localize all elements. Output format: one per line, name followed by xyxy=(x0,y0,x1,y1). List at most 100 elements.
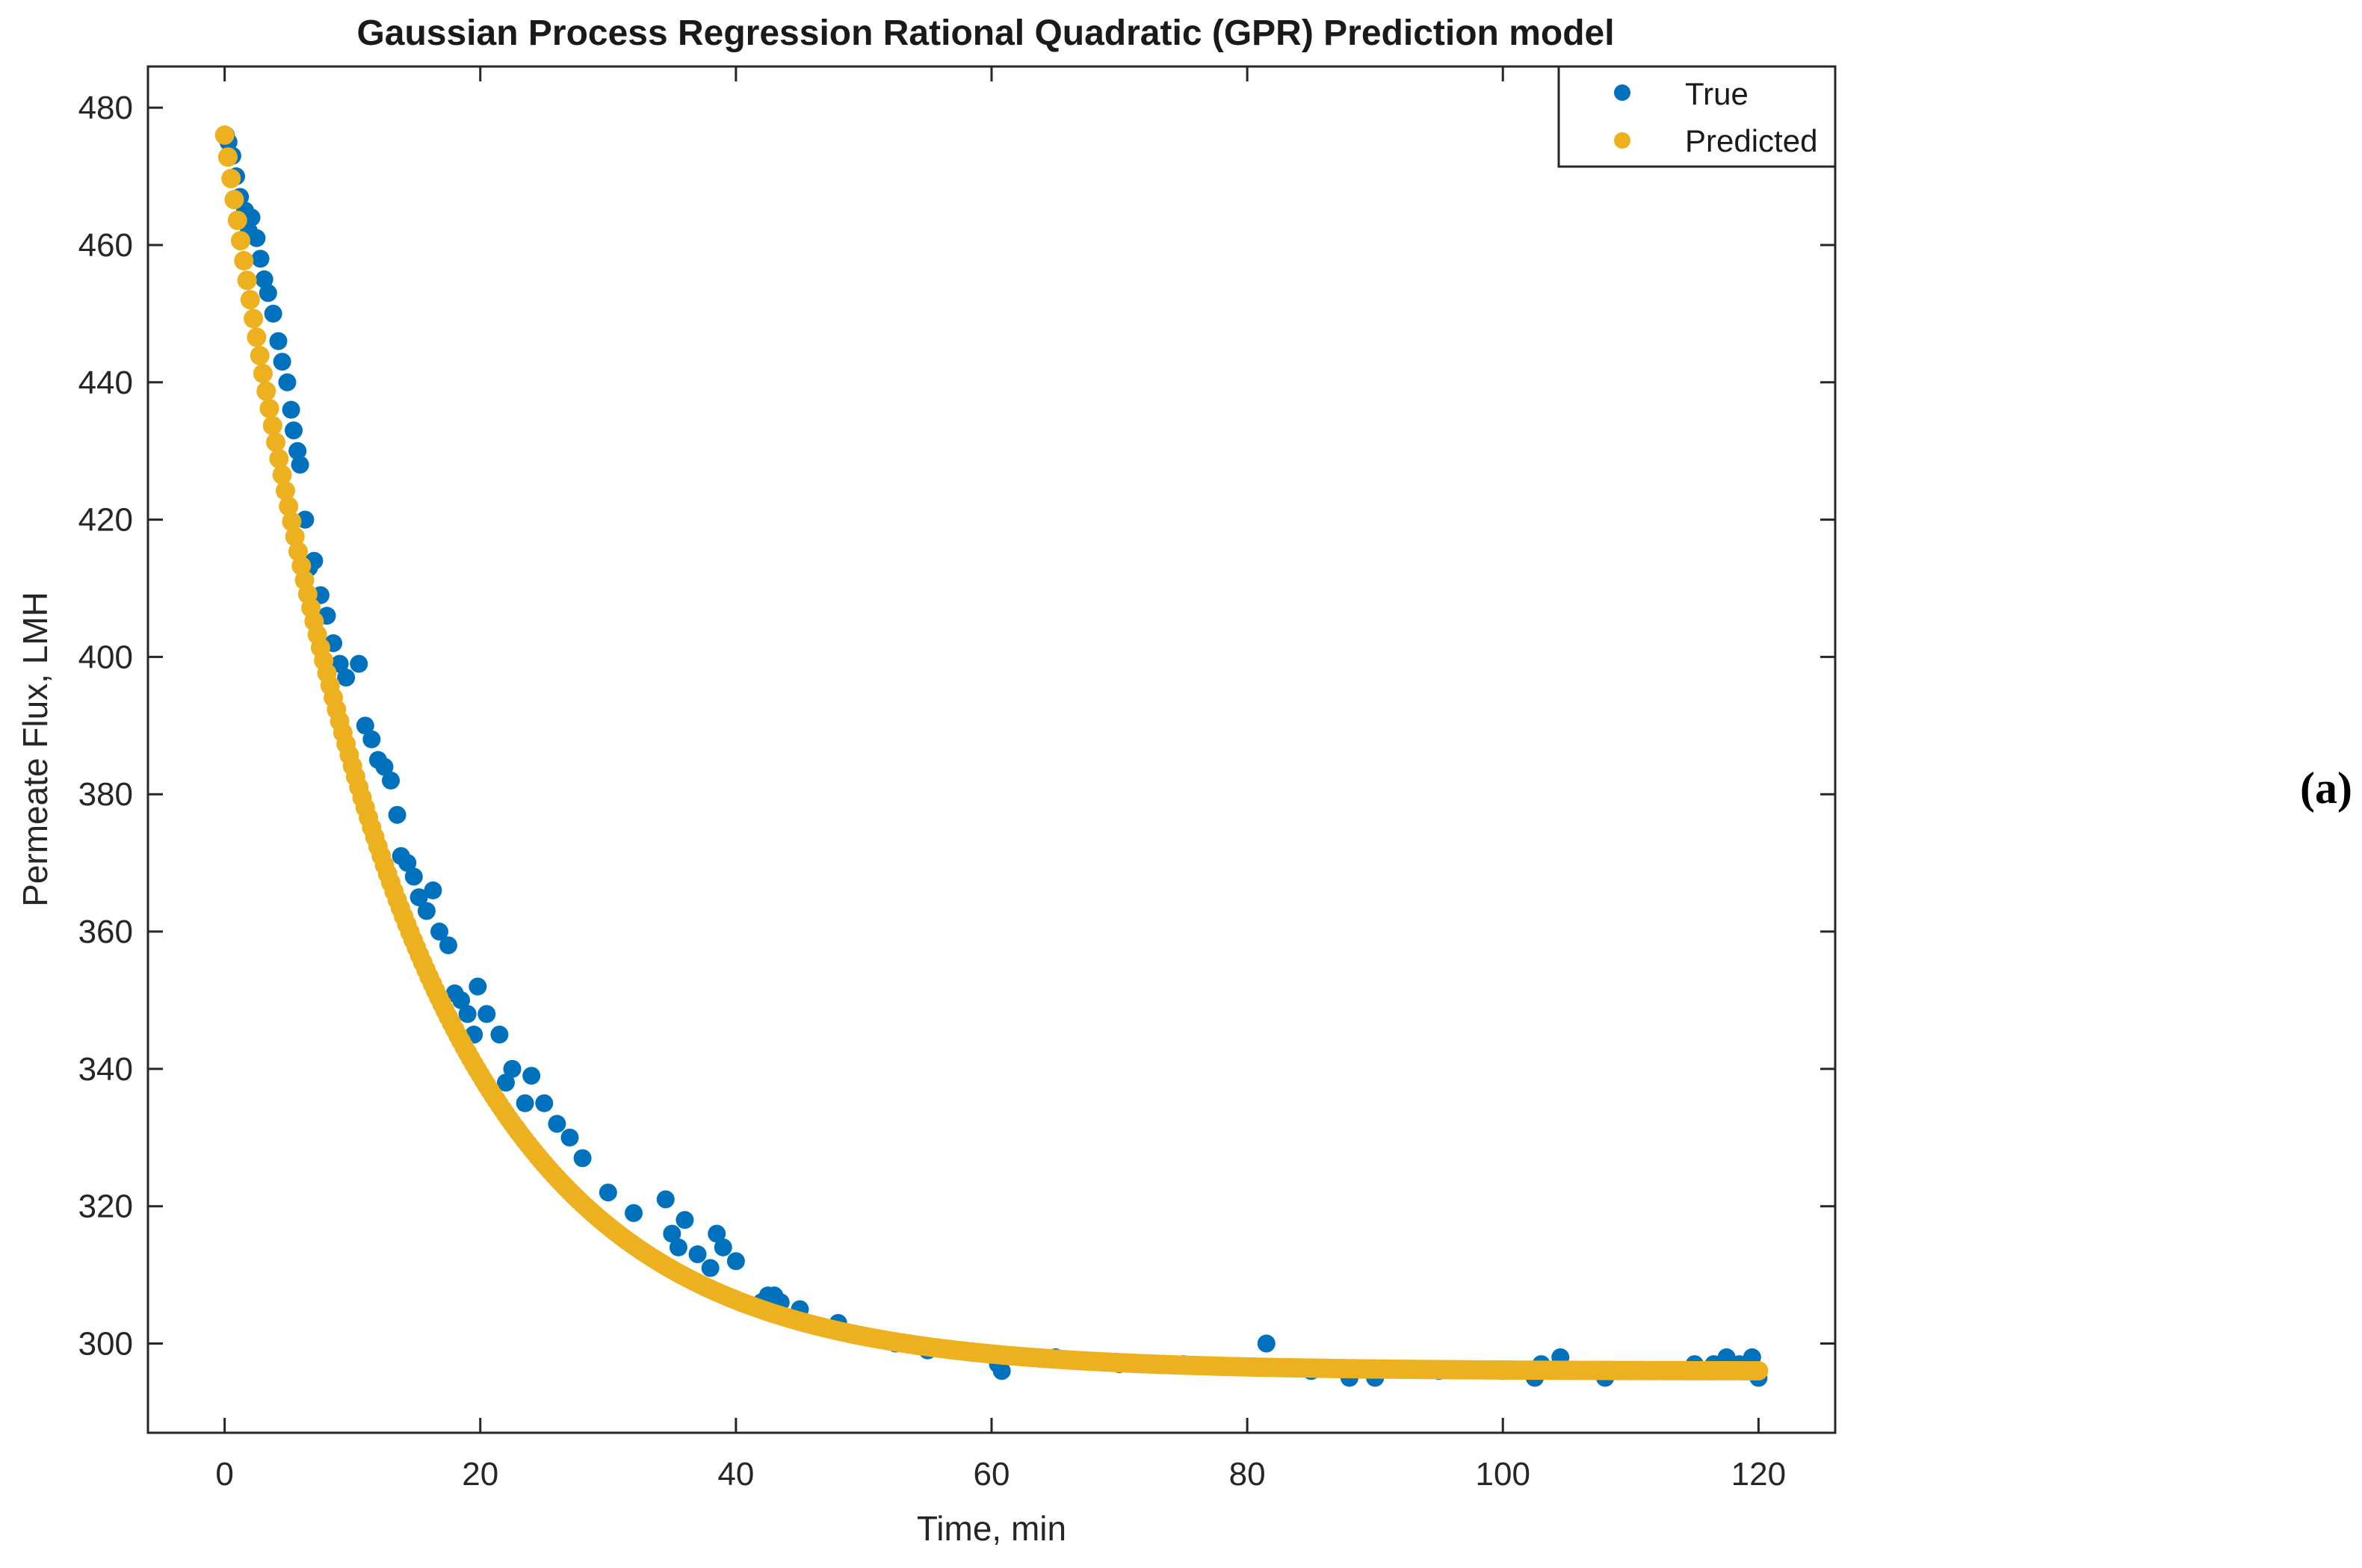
true-point xyxy=(688,1245,707,1264)
true-point xyxy=(1257,1334,1276,1353)
legend-box xyxy=(1557,65,1837,168)
predicted-point xyxy=(279,496,299,516)
y-tick-label: 480 xyxy=(78,90,133,126)
y-tick-label: 400 xyxy=(78,639,133,675)
x-tick-label: 80 xyxy=(1229,1456,1266,1493)
legend-predicted-marker xyxy=(1614,132,1630,149)
true-point xyxy=(452,991,471,1009)
y-axis-label: Permeate Flux, LMH xyxy=(16,592,55,907)
predicted-point xyxy=(262,415,282,436)
legend-true-marker xyxy=(1614,84,1630,101)
true-series xyxy=(217,125,1768,1387)
true-point xyxy=(625,1203,643,1222)
true-point xyxy=(255,270,273,288)
x-tick-label: 60 xyxy=(974,1456,1010,1493)
true-point xyxy=(992,1362,1011,1380)
true-point xyxy=(726,1252,745,1271)
axis-ticks: 0 20 40 60 80 100 120 300 320 340 360 380 400 420 440 4… xyxy=(78,66,1835,1493)
predicted-point xyxy=(244,309,264,329)
predicted-point xyxy=(253,364,273,384)
true-point xyxy=(251,250,270,268)
legend: True Predicted xyxy=(1557,65,1837,168)
predicted-point xyxy=(288,542,308,562)
true-point xyxy=(714,1238,732,1256)
predicted-point xyxy=(231,231,251,251)
true-point xyxy=(282,400,300,419)
true-point xyxy=(388,805,406,824)
y-tick-label: 320 xyxy=(78,1189,133,1225)
true-point xyxy=(469,977,487,996)
true-point xyxy=(242,208,261,227)
y-tick-label: 300 xyxy=(78,1326,133,1363)
predicted-point xyxy=(1749,1360,1769,1380)
true-point xyxy=(337,668,356,687)
x-axis-label: Time, min xyxy=(917,1509,1066,1548)
true-point xyxy=(573,1149,592,1168)
plot-frame xyxy=(146,65,1837,1434)
predicted-point xyxy=(214,125,235,145)
true-point xyxy=(490,1025,509,1044)
true-point xyxy=(535,1094,554,1112)
true-point xyxy=(409,888,428,907)
legend-true-label: True xyxy=(1685,76,1749,111)
true-point xyxy=(278,373,297,391)
true-point xyxy=(398,854,417,873)
true-point xyxy=(247,229,266,247)
true-point xyxy=(708,1224,726,1243)
true-point xyxy=(656,1190,675,1209)
true-point xyxy=(477,1005,496,1023)
true-point xyxy=(675,1211,694,1230)
x-tick-label: 40 xyxy=(717,1456,754,1493)
true-point xyxy=(291,456,309,474)
true-point xyxy=(663,1224,681,1243)
predicted-point xyxy=(256,381,276,401)
x-tick-label: 120 xyxy=(1731,1456,1786,1493)
y-tick-label: 380 xyxy=(78,776,133,813)
predicted-series xyxy=(214,125,1769,1380)
predicted-point xyxy=(282,512,302,532)
x-tick-label: 100 xyxy=(1476,1456,1530,1493)
panel-label: (a) xyxy=(2300,763,2352,813)
chart-title: Gaussian Process Regression Rational Qua… xyxy=(356,13,1614,53)
true-point xyxy=(350,654,368,673)
true-point xyxy=(404,867,423,886)
true-point xyxy=(269,332,288,350)
predicted-point xyxy=(285,527,305,547)
predicted-point xyxy=(224,190,244,210)
predicted-point xyxy=(240,290,260,310)
true-point xyxy=(417,902,436,920)
true-point xyxy=(599,1183,617,1202)
y-tick-label: 440 xyxy=(78,365,133,401)
true-point xyxy=(522,1067,541,1085)
predicted-point xyxy=(275,480,295,501)
true-point xyxy=(356,716,374,735)
true-point xyxy=(288,441,307,460)
true-point xyxy=(285,421,303,440)
true-point xyxy=(375,757,394,776)
true-point xyxy=(503,1059,522,1078)
predicted-point xyxy=(247,327,267,347)
true-point xyxy=(273,353,291,371)
true-point xyxy=(430,923,449,941)
predicted-point xyxy=(272,465,292,485)
predicted-point xyxy=(259,398,279,418)
legend-predicted-label: Predicted xyxy=(1685,123,1817,158)
true-point xyxy=(496,1073,515,1092)
true-point xyxy=(669,1238,687,1256)
predicted-point xyxy=(266,433,286,453)
true-point xyxy=(439,936,457,955)
predicted-point xyxy=(217,147,238,167)
true-point xyxy=(458,1005,477,1023)
predicted-point xyxy=(227,210,247,230)
predicted-point xyxy=(269,449,289,469)
true-point xyxy=(548,1115,566,1133)
y-tick-label: 420 xyxy=(78,502,133,539)
y-tick-label: 460 xyxy=(78,227,133,264)
true-point xyxy=(424,881,442,899)
predicted-point xyxy=(221,168,241,188)
y-tick-label: 340 xyxy=(78,1051,133,1088)
x-tick-label: 20 xyxy=(462,1456,498,1493)
true-point xyxy=(516,1094,534,1112)
true-point xyxy=(264,304,282,323)
